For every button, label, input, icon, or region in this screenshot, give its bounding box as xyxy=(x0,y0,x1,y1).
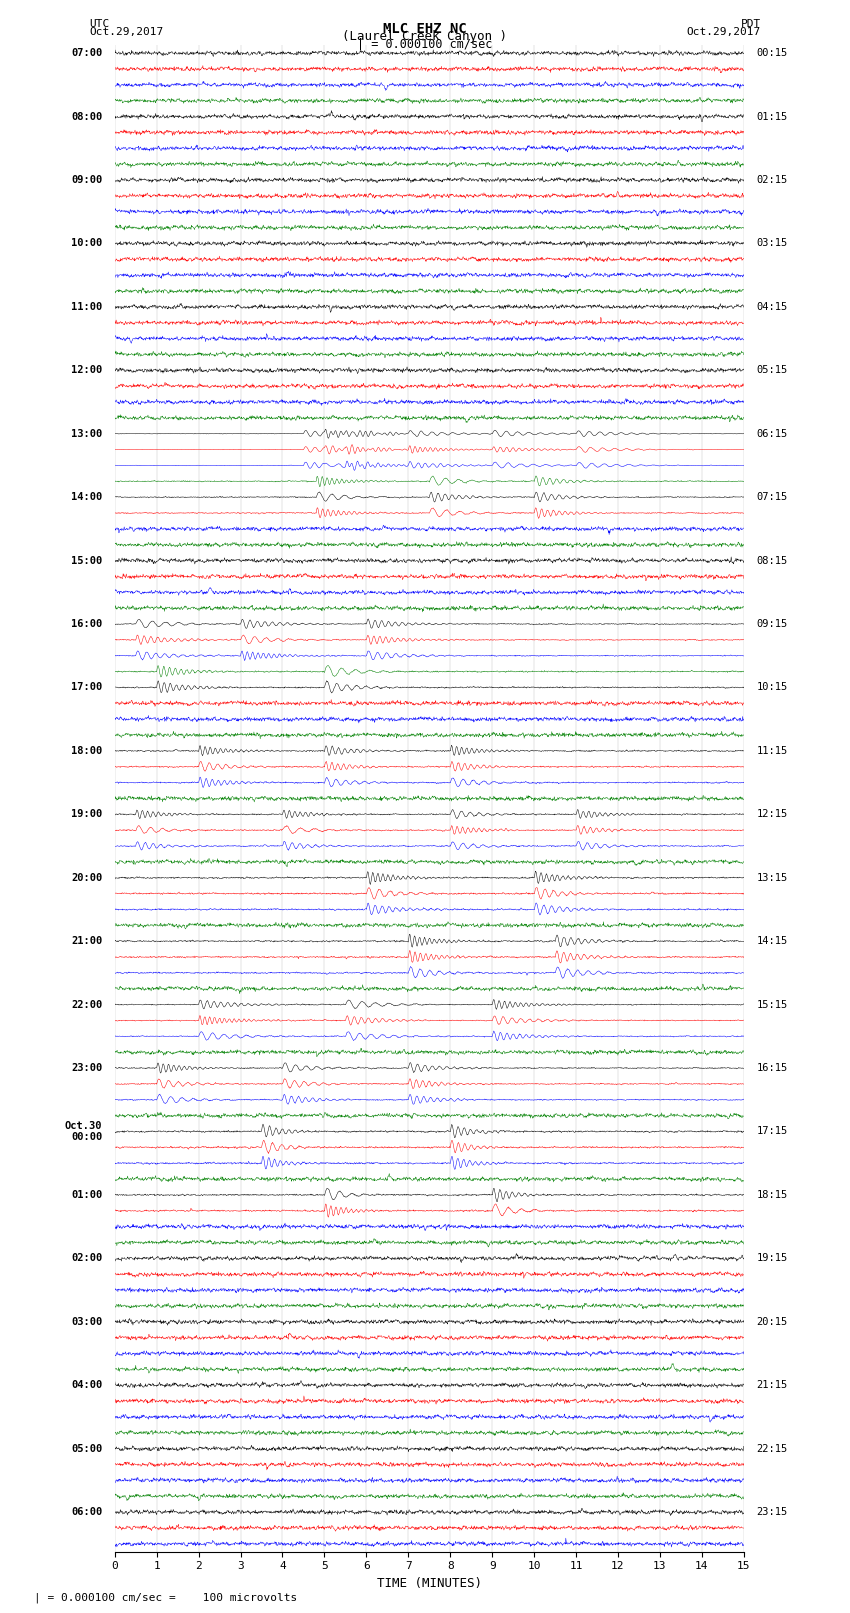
Text: 08:00: 08:00 xyxy=(71,111,102,121)
Text: 21:15: 21:15 xyxy=(756,1381,788,1390)
Text: 16:00: 16:00 xyxy=(71,619,102,629)
Text: MLC EHZ NC: MLC EHZ NC xyxy=(383,23,467,35)
Text: 18:15: 18:15 xyxy=(756,1190,788,1200)
Text: 19:00: 19:00 xyxy=(71,810,102,819)
Text: 11:15: 11:15 xyxy=(756,745,788,756)
Text: 19:15: 19:15 xyxy=(756,1253,788,1263)
Text: | = 0.000100 cm/sec =    100 microvolts: | = 0.000100 cm/sec = 100 microvolts xyxy=(34,1592,298,1603)
Text: 23:15: 23:15 xyxy=(756,1507,788,1518)
Text: 16:15: 16:15 xyxy=(756,1063,788,1073)
Text: 13:00: 13:00 xyxy=(71,429,102,439)
Text: 14:15: 14:15 xyxy=(756,936,788,947)
Text: 20:15: 20:15 xyxy=(756,1316,788,1327)
Text: 10:00: 10:00 xyxy=(71,239,102,248)
Text: Oct.29,2017: Oct.29,2017 xyxy=(89,27,163,37)
Text: 06:00: 06:00 xyxy=(71,1507,102,1518)
Text: 17:15: 17:15 xyxy=(756,1126,788,1137)
Text: Oct.30
00:00: Oct.30 00:00 xyxy=(65,1121,102,1142)
Text: 00:15: 00:15 xyxy=(756,48,788,58)
Text: 15:00: 15:00 xyxy=(71,555,102,566)
Text: 09:15: 09:15 xyxy=(756,619,788,629)
X-axis label: TIME (MINUTES): TIME (MINUTES) xyxy=(377,1578,482,1590)
Text: 05:15: 05:15 xyxy=(756,365,788,376)
Text: 09:00: 09:00 xyxy=(71,174,102,185)
Text: 21:00: 21:00 xyxy=(71,936,102,947)
Text: 23:00: 23:00 xyxy=(71,1063,102,1073)
Text: 22:15: 22:15 xyxy=(756,1444,788,1453)
Text: 02:00: 02:00 xyxy=(71,1253,102,1263)
Text: Oct.29,2017: Oct.29,2017 xyxy=(687,27,761,37)
Text: 03:00: 03:00 xyxy=(71,1316,102,1327)
Text: 04:15: 04:15 xyxy=(756,302,788,311)
Text: 07:15: 07:15 xyxy=(756,492,788,502)
Text: 07:00: 07:00 xyxy=(71,48,102,58)
Text: 20:00: 20:00 xyxy=(71,873,102,882)
Text: 01:00: 01:00 xyxy=(71,1190,102,1200)
Text: 17:00: 17:00 xyxy=(71,682,102,692)
Text: 22:00: 22:00 xyxy=(71,1000,102,1010)
Text: 06:15: 06:15 xyxy=(756,429,788,439)
Text: 13:15: 13:15 xyxy=(756,873,788,882)
Text: 04:00: 04:00 xyxy=(71,1381,102,1390)
Text: 12:00: 12:00 xyxy=(71,365,102,376)
Text: 05:00: 05:00 xyxy=(71,1444,102,1453)
Text: 08:15: 08:15 xyxy=(756,555,788,566)
Text: 01:15: 01:15 xyxy=(756,111,788,121)
Text: 03:15: 03:15 xyxy=(756,239,788,248)
Text: 15:15: 15:15 xyxy=(756,1000,788,1010)
Text: 14:00: 14:00 xyxy=(71,492,102,502)
Text: | = 0.000100 cm/sec: | = 0.000100 cm/sec xyxy=(357,37,493,52)
Text: PDT: PDT xyxy=(740,19,761,29)
Text: 12:15: 12:15 xyxy=(756,810,788,819)
Text: UTC: UTC xyxy=(89,19,110,29)
Text: 02:15: 02:15 xyxy=(756,174,788,185)
Text: 11:00: 11:00 xyxy=(71,302,102,311)
Text: 10:15: 10:15 xyxy=(756,682,788,692)
Text: 18:00: 18:00 xyxy=(71,745,102,756)
Text: (Laurel Creek Canyon ): (Laurel Creek Canyon ) xyxy=(343,31,507,44)
